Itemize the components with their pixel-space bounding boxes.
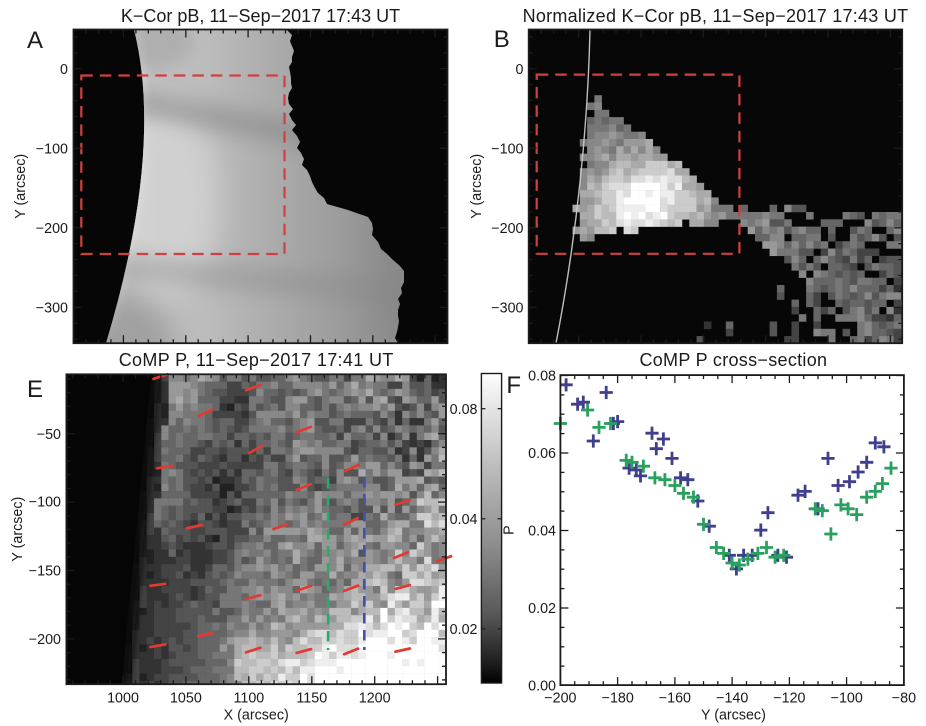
svg-text:−300: −300 — [491, 301, 523, 317]
svg-text:−50: −50 — [37, 427, 61, 443]
svg-text:A: A — [27, 27, 43, 54]
svg-text:0.08: 0.08 — [528, 369, 556, 385]
svg-text:0.08: 0.08 — [450, 402, 478, 418]
svg-text:1000: 1000 — [107, 691, 139, 707]
svg-text:−150: −150 — [29, 564, 61, 580]
svg-text:−100: −100 — [831, 691, 863, 707]
svg-text:F: F — [506, 372, 521, 399]
svg-text:1200: 1200 — [359, 691, 391, 707]
svg-text:−100: −100 — [491, 142, 523, 158]
svg-text:−180: −180 — [602, 691, 634, 707]
svg-text:Y (arcsec): Y (arcsec) — [701, 708, 766, 724]
svg-text:−120: −120 — [773, 691, 805, 707]
svg-text:1100: 1100 — [234, 691, 265, 707]
svg-text:P: P — [502, 525, 518, 535]
svg-text:K−Cor pB, 11−Sep−2017 17:43 UT: K−Cor pB, 11−Sep−2017 17:43 UT — [121, 6, 400, 26]
svg-text:CoMP P, 11−Sep−2017 17:41 UT: CoMP P, 11−Sep−2017 17:41 UT — [119, 350, 394, 370]
svg-text:−140: −140 — [716, 691, 748, 707]
svg-text:0.06: 0.06 — [528, 446, 556, 462]
svg-text:Y (arcsec): Y (arcsec) — [13, 154, 29, 219]
svg-text:0.04: 0.04 — [450, 512, 478, 528]
svg-text:−100: −100 — [36, 142, 68, 158]
svg-text:Y (arcsec): Y (arcsec) — [469, 154, 485, 219]
svg-text:−300: −300 — [36, 301, 68, 317]
svg-text:0.02: 0.02 — [528, 601, 556, 617]
svg-text:B: B — [494, 26, 510, 53]
svg-text:0: 0 — [60, 62, 68, 78]
svg-text:X (arcsec): X (arcsec) — [224, 708, 289, 724]
svg-text:Normalized K−Cor pB, 11−Sep−20: Normalized K−Cor pB, 11−Sep−2017 17:43 U… — [523, 6, 909, 26]
svg-text:0.04: 0.04 — [528, 524, 556, 540]
svg-text:1050: 1050 — [170, 691, 202, 707]
svg-text:−200: −200 — [544, 691, 576, 707]
svg-text:0.00: 0.00 — [528, 679, 556, 695]
svg-text:E: E — [27, 376, 43, 403]
svg-text:1150: 1150 — [296, 691, 327, 707]
svg-text:−100: −100 — [29, 495, 61, 511]
svg-text:−200: −200 — [491, 221, 523, 237]
svg-text:Y (arcsec): Y (arcsec) — [10, 497, 26, 562]
svg-text:0.02: 0.02 — [450, 622, 478, 638]
svg-text:−80: −80 — [892, 691, 916, 707]
svg-text:0: 0 — [516, 62, 524, 78]
svg-text:CoMP P cross−section: CoMP P cross−section — [639, 350, 827, 370]
svg-text:−200: −200 — [36, 221, 68, 237]
svg-text:−200: −200 — [29, 632, 61, 648]
svg-text:−160: −160 — [659, 691, 691, 707]
